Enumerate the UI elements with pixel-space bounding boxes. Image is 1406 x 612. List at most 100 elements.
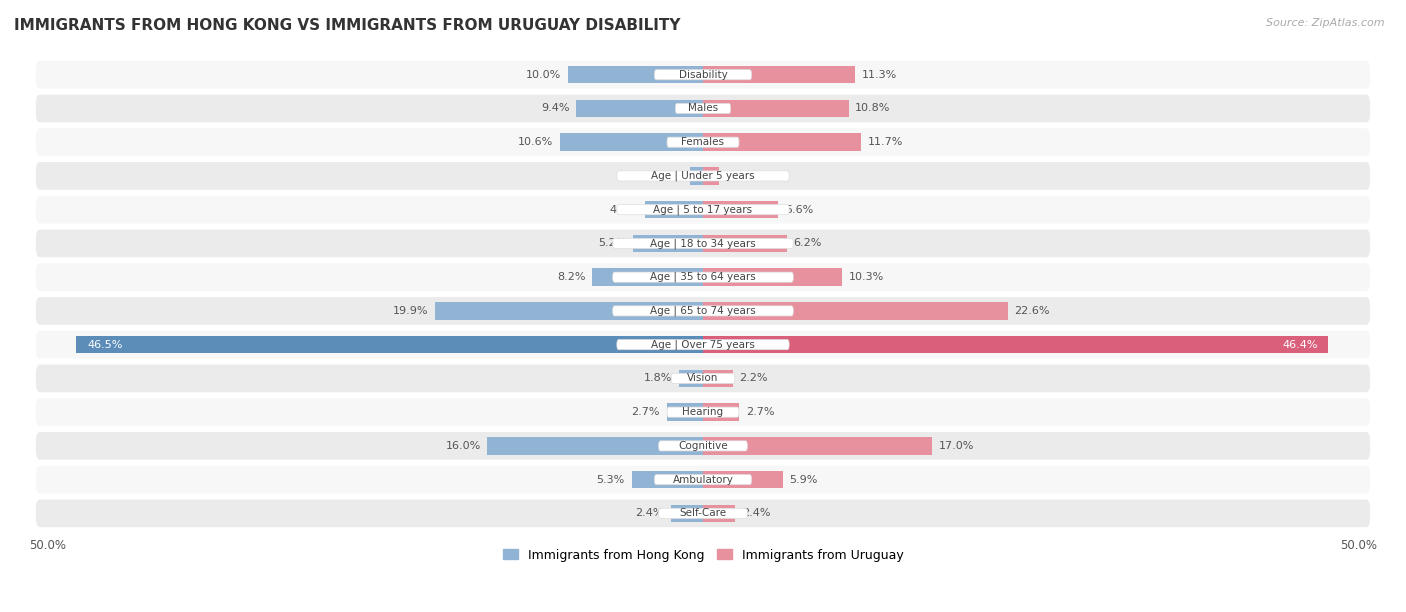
FancyBboxPatch shape [617,204,789,215]
FancyBboxPatch shape [35,499,1371,527]
Text: Hearing: Hearing [682,407,724,417]
FancyBboxPatch shape [35,466,1371,493]
Text: 10.0%: 10.0% [526,70,561,80]
Bar [560,133,703,151]
Bar [76,336,703,353]
Text: 1.8%: 1.8% [644,373,672,383]
Bar [576,100,703,118]
Bar [671,504,703,522]
FancyBboxPatch shape [671,373,735,384]
FancyBboxPatch shape [666,407,740,417]
Text: Age | Over 75 years: Age | Over 75 years [651,340,755,350]
Bar [679,370,703,387]
Text: Age | 65 to 74 years: Age | 65 to 74 years [650,305,756,316]
Text: IMMIGRANTS FROM HONG KONG VS IMMIGRANTS FROM URUGUAY DISABILITY: IMMIGRANTS FROM HONG KONG VS IMMIGRANTS … [14,18,681,34]
Text: Age | 18 to 34 years: Age | 18 to 34 years [650,238,756,248]
Text: 6.2%: 6.2% [793,239,821,248]
Bar [703,370,733,387]
FancyBboxPatch shape [35,398,1371,426]
Text: 2.4%: 2.4% [636,509,664,518]
Text: 2.4%: 2.4% [742,509,770,518]
Text: 2.2%: 2.2% [740,373,768,383]
Text: Age | 35 to 64 years: Age | 35 to 64 years [650,272,756,282]
Bar [703,66,855,83]
Text: Source: ZipAtlas.com: Source: ZipAtlas.com [1267,18,1385,28]
Bar [592,269,703,286]
Bar [703,504,735,522]
FancyBboxPatch shape [666,137,740,147]
FancyBboxPatch shape [658,509,748,518]
FancyBboxPatch shape [35,162,1371,190]
Bar [434,302,703,319]
Text: 5.6%: 5.6% [785,204,814,215]
Bar [703,269,842,286]
Text: Cognitive: Cognitive [678,441,728,451]
Text: 10.6%: 10.6% [519,137,554,147]
FancyBboxPatch shape [658,441,748,451]
Text: 17.0%: 17.0% [939,441,974,451]
Bar [690,167,703,185]
Text: 5.9%: 5.9% [789,475,818,485]
Legend: Immigrants from Hong Kong, Immigrants from Uruguay: Immigrants from Hong Kong, Immigrants fr… [498,543,908,567]
Text: Males: Males [688,103,718,113]
Bar [488,437,703,455]
Text: 2.7%: 2.7% [631,407,659,417]
FancyBboxPatch shape [613,238,793,248]
Bar [703,167,720,185]
Bar [645,201,703,218]
Bar [703,437,932,455]
Text: 5.2%: 5.2% [598,239,626,248]
Text: 11.3%: 11.3% [862,70,897,80]
FancyBboxPatch shape [35,129,1371,156]
Bar [703,234,786,252]
FancyBboxPatch shape [654,474,752,485]
FancyBboxPatch shape [35,61,1371,89]
FancyBboxPatch shape [35,365,1371,392]
Text: 4.3%: 4.3% [610,204,638,215]
FancyBboxPatch shape [654,70,752,80]
Text: 1.2%: 1.2% [725,171,754,181]
Text: Age | Under 5 years: Age | Under 5 years [651,171,755,181]
Text: Age | 5 to 17 years: Age | 5 to 17 years [654,204,752,215]
FancyBboxPatch shape [35,196,1371,223]
FancyBboxPatch shape [617,171,789,181]
Text: 16.0%: 16.0% [446,441,481,451]
Bar [703,471,783,488]
Text: Females: Females [682,137,724,147]
Bar [703,403,740,421]
Bar [666,403,703,421]
Text: Disability: Disability [679,70,727,80]
Bar [633,234,703,252]
FancyBboxPatch shape [35,95,1371,122]
FancyBboxPatch shape [613,272,793,282]
Bar [568,66,703,83]
Bar [631,471,703,488]
FancyBboxPatch shape [35,432,1371,460]
Text: Ambulatory: Ambulatory [672,475,734,485]
Text: 0.95%: 0.95% [648,171,683,181]
Text: 2.7%: 2.7% [747,407,775,417]
FancyBboxPatch shape [35,331,1371,359]
Text: 50.0%: 50.0% [1340,539,1376,551]
FancyBboxPatch shape [35,297,1371,325]
FancyBboxPatch shape [613,306,793,316]
Text: 19.9%: 19.9% [392,306,427,316]
Text: 46.4%: 46.4% [1282,340,1317,349]
Text: 10.8%: 10.8% [855,103,890,113]
Text: 9.4%: 9.4% [541,103,569,113]
Bar [703,133,860,151]
Text: Vision: Vision [688,373,718,383]
Bar [703,336,1329,353]
Text: 22.6%: 22.6% [1014,306,1050,316]
Text: 50.0%: 50.0% [30,539,66,551]
FancyBboxPatch shape [35,263,1371,291]
Text: 10.3%: 10.3% [849,272,884,282]
Bar [703,302,1008,319]
Text: Self-Care: Self-Care [679,509,727,518]
Bar [703,201,779,218]
FancyBboxPatch shape [617,340,789,349]
FancyBboxPatch shape [35,230,1371,257]
Bar [703,100,849,118]
Text: 8.2%: 8.2% [557,272,586,282]
Text: 5.3%: 5.3% [596,475,624,485]
